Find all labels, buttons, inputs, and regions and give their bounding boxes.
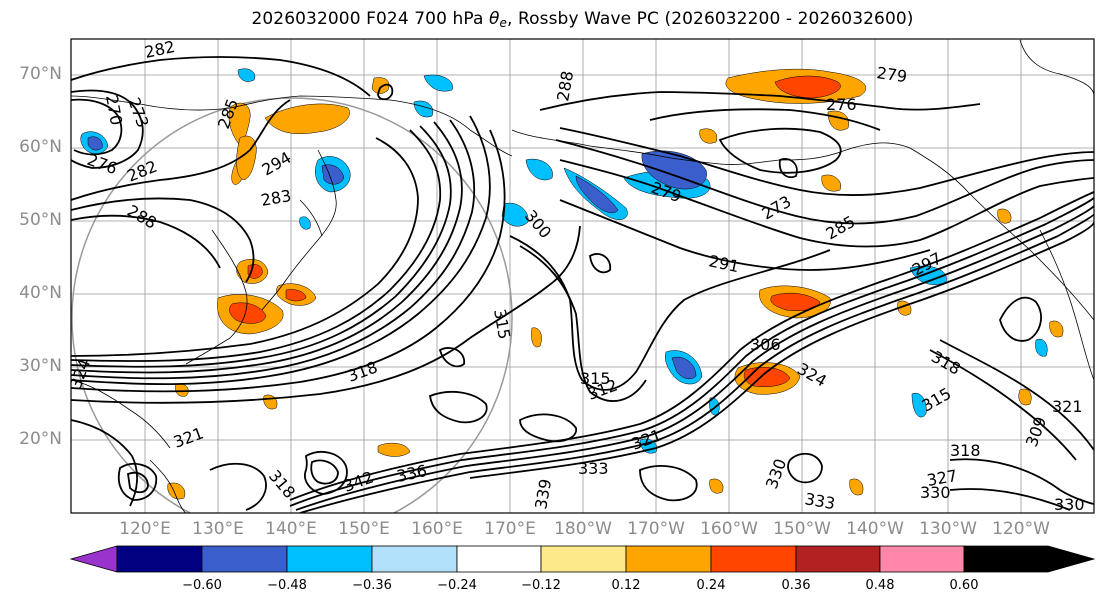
lon-label: 170°E [484, 519, 536, 539]
lat-label: 70°N [19, 64, 62, 84]
colorbar-segment [795, 545, 881, 573]
lon-label: 160°W [700, 519, 758, 539]
colorbar-tick-label: −0.60 [182, 578, 222, 593]
lon-label: 140°E [265, 519, 317, 539]
contour-label: 288 [553, 69, 577, 102]
colorbar-tick-label: −0.48 [267, 578, 307, 593]
contour-label: 282 [143, 37, 177, 62]
contour-label: 276 [826, 95, 857, 114]
lon-label: 120°E [119, 519, 171, 539]
lat-label: 20°N [19, 429, 62, 449]
colorbar-segment [879, 545, 965, 573]
contour-label: 315 [580, 369, 611, 388]
contour-label: 283 [259, 186, 292, 210]
contour-label: 333 [578, 459, 609, 478]
contour-label: 288 [124, 201, 160, 233]
colorbar-segment [456, 545, 542, 573]
colorbar-tick-label: −0.12 [521, 578, 561, 593]
colorbar-tick-label: 0.48 [865, 578, 895, 593]
lat-label: 30°N [19, 356, 62, 376]
contour-label: 318 [345, 357, 380, 385]
contour-label: 324 [794, 359, 830, 391]
colorbar-tick-label: 0.36 [781, 578, 811, 593]
contour-label: 321 [1052, 397, 1083, 416]
contour-label: 276 [85, 150, 120, 178]
contour-label: 330 [1054, 495, 1085, 514]
lon-label: 140°W [846, 519, 904, 539]
lon-label: 150°E [338, 519, 390, 539]
colorbar-tick-label: −0.24 [437, 578, 477, 593]
contour-label: 285 [823, 212, 859, 244]
colorbar-segment [286, 545, 373, 573]
contour-label: 279 [875, 63, 908, 86]
contour-label: 318 [950, 441, 981, 460]
contour-label: 294 [259, 148, 295, 180]
contour-label: 330 [920, 483, 951, 502]
colorbar-segment [371, 545, 458, 573]
lon-label: 120°W [992, 519, 1050, 539]
colorbar-segment [201, 545, 288, 573]
contour-label: 330 [762, 456, 790, 491]
contour-label: 309 [1022, 414, 1050, 449]
map-frame [70, 38, 1095, 514]
colorbar-min-extend [69, 545, 118, 573]
contour-label: 273 [759, 192, 795, 224]
range-circle [71, 97, 513, 513]
colorbar-segment [540, 545, 627, 573]
lat-label: 60°N [19, 137, 62, 157]
lon-label: 180°W [554, 519, 612, 539]
contour-label: 273 [124, 95, 152, 130]
colorbar-max-extend [963, 545, 1096, 573]
lat-label: 40°N [19, 283, 62, 303]
contour-label: 291 [707, 251, 741, 276]
lon-label: 150°W [773, 519, 831, 539]
colorbar [69, 545, 1096, 573]
lon-label: 130°W [919, 519, 977, 539]
anomaly-shading [80, 68, 1064, 500]
colorbar-segment [625, 545, 712, 573]
contour-label: 318 [265, 466, 299, 502]
contour-label: 321 [171, 423, 206, 451]
contour-label: 321 [629, 425, 664, 453]
contour-label: 270 [102, 93, 126, 126]
lon-label: 130°E [192, 519, 244, 539]
theta-e-contours [71, 56, 1094, 513]
lon-label: 160°E [411, 519, 463, 539]
colorbar-tick-label: −0.36 [352, 578, 392, 593]
contour-label: 306 [750, 335, 781, 354]
map-title: 2026032000 F024 700 hPa θe, Rossby Wave … [251, 9, 914, 30]
colorbar-segment [116, 545, 203, 573]
lat-label: 50°N [19, 210, 62, 230]
colorbar-segment [710, 545, 797, 573]
contour-label: 339 [531, 477, 555, 510]
contour-label: 333 [803, 489, 836, 513]
contour-label: 315 [490, 307, 514, 340]
lon-label: 170°W [627, 519, 685, 539]
colorbar-tick-label: 0.12 [611, 578, 641, 593]
colorbar-tick-label: 0.24 [696, 578, 726, 593]
colorbar-tick-label: 0.60 [949, 578, 979, 593]
